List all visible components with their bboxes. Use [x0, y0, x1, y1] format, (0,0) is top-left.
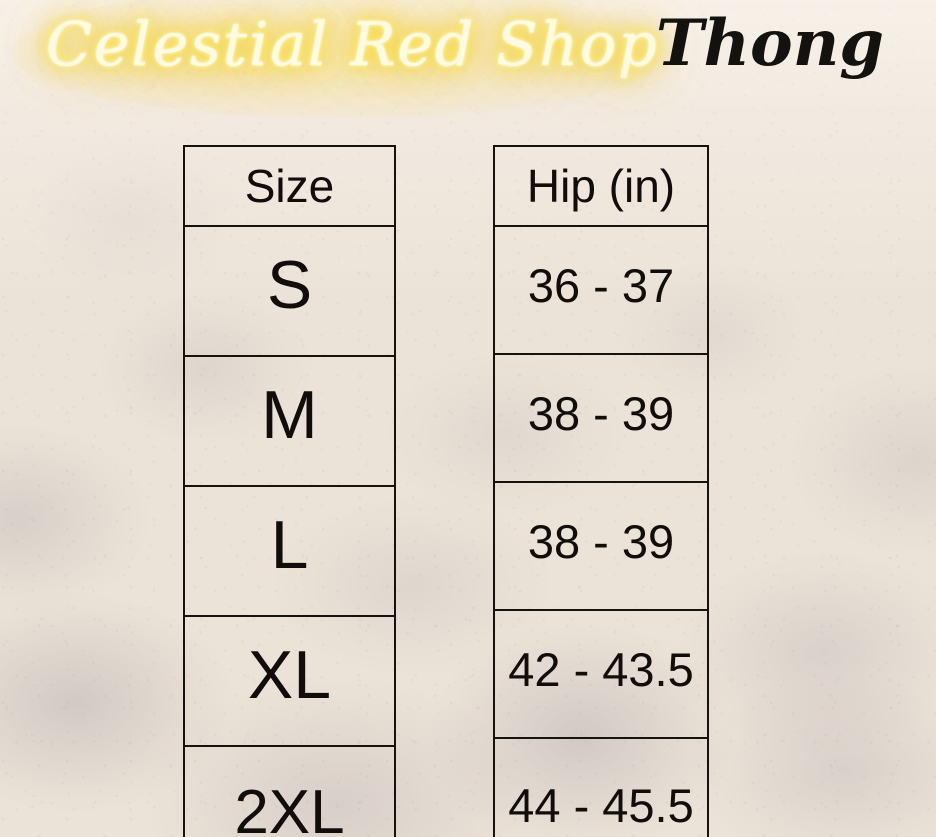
table-row: XL	[183, 615, 396, 747]
size-value-l: L	[183, 485, 396, 617]
table-row: M	[183, 355, 396, 487]
hip-value-l: 38 - 39	[493, 481, 709, 611]
table-row: 38 - 39	[493, 353, 709, 483]
table-header-row: Size	[183, 145, 396, 227]
size-value-xl: XL	[183, 615, 396, 747]
size-column-table: Size S M L XL 2XL	[183, 145, 396, 837]
table-row: 38 - 39	[493, 481, 709, 611]
size-column-header: Size	[183, 145, 396, 227]
table-row: S	[183, 225, 396, 357]
hip-column-header: Hip (in)	[493, 145, 709, 227]
hip-value-s: 36 - 37	[493, 225, 709, 355]
shop-name-neon-title: Celestial Red Shop	[46, 10, 659, 80]
table-row: 36 - 37	[493, 225, 709, 355]
table-header-row: Hip (in)	[493, 145, 709, 227]
hip-column-table: Hip (in) 36 - 37 38 - 39 38 - 39 42 - 43…	[493, 145, 709, 837]
size-value-m: M	[183, 355, 396, 487]
table-row: L	[183, 485, 396, 617]
product-title: Thong	[655, 6, 884, 81]
header: Celestial Red Shop Thong	[0, 0, 936, 130]
size-value-2xl: 2XL	[183, 745, 396, 837]
table-row: 2XL	[183, 745, 396, 837]
hip-value-m: 38 - 39	[493, 353, 709, 483]
hip-value-2xl: 44 - 45.5	[493, 737, 709, 837]
table-row: 44 - 45.5	[493, 737, 709, 837]
size-value-s: S	[183, 225, 396, 357]
table-row: 42 - 43.5	[493, 609, 709, 739]
hip-value-xl: 42 - 43.5	[493, 609, 709, 739]
